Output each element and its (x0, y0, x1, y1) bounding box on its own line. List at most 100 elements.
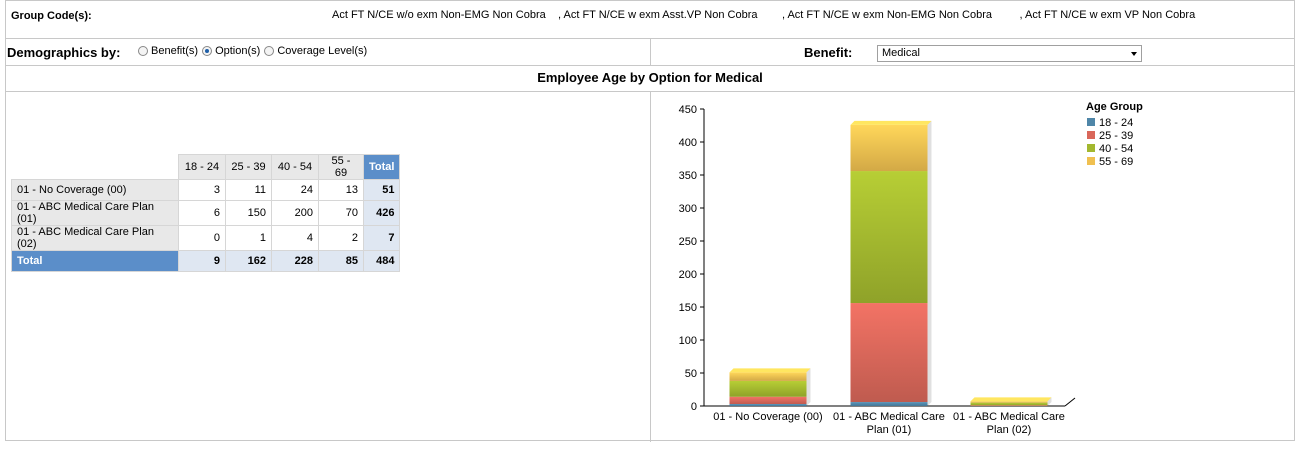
radio-coverage-levels-label: Coverage Level(s) (277, 45, 368, 57)
y-tick-label: 300 (679, 203, 697, 215)
bar-side (806, 368, 811, 406)
y-tick-label: 150 (679, 302, 697, 314)
y-tick-label: 0 (691, 401, 697, 413)
report-body: 18 - 24 25 - 39 40 - 54 55 - 69 Total 01… (6, 92, 1294, 442)
bar-segment (850, 303, 928, 403)
table-cell: 4 (271, 225, 319, 251)
bar-top (729, 368, 811, 373)
group-code-value: , Act FT N/CE w exm Non-EMG Non Cobra (781, 9, 993, 21)
group-codes-values: Act FT N/CE w/o exm Non-EMG Non Cobra , … (332, 9, 1195, 21)
stacked-bar-chart: 0 50 100 150 200 250 300 350 400 450 01 - No Cover… (679, 101, 1143, 436)
group-code-value: Act FT N/CE w/o exm Non-EMG Non Cobra (332, 9, 546, 21)
table-cell-total: 51 (362, 179, 401, 201)
table-cell-total: 162 (225, 250, 272, 272)
report-frame: Group Code(s): Act FT N/CE w/o exm Non-E… (5, 0, 1295, 442)
benefit-select[interactable]: Medical (877, 45, 1142, 62)
table-cell-total: 7 (362, 225, 401, 251)
benefit-selected-value: Medical (882, 47, 920, 59)
y-tick-label: 50 (685, 368, 697, 380)
bar-segment (970, 405, 1048, 406)
legend-swatch (1087, 131, 1095, 139)
table-corner (11, 154, 179, 180)
bar-side (1047, 397, 1052, 406)
bar-segment (729, 396, 807, 405)
y-tick-label: 450 (679, 104, 697, 116)
demographics-panel: Demographics by: Benefit(s) Option(s) Co… (6, 39, 651, 65)
bar-segment (850, 402, 928, 406)
table-cell-total: 9 (178, 250, 226, 272)
bar-top (970, 397, 1052, 402)
radio-benefits[interactable] (138, 46, 148, 56)
benefit-label: Benefit: (804, 45, 853, 60)
radio-option-coverage-levels[interactable]: Coverage Level(s) (264, 45, 367, 57)
legend-label: 18 - 24 (1099, 117, 1133, 129)
table-cell: 70 (318, 200, 364, 226)
column-header: 25 - 39 (225, 154, 272, 180)
radio-option-benefits[interactable]: Benefit(s) (138, 45, 198, 57)
chevron-down-icon[interactable] (1131, 52, 1137, 56)
row-label: 01 - No Coverage (00) (11, 179, 179, 201)
table-cell: 11 (225, 179, 272, 201)
table-header-row: 18 - 24 25 - 39 40 - 54 55 - 69 Total (11, 154, 401, 180)
legend-title: Age Group (1086, 101, 1143, 113)
legend-swatch (1087, 144, 1095, 152)
column-header: 55 - 69 (318, 154, 364, 180)
table-cell: 6 (178, 200, 226, 226)
table-row: 01 - No Coverage (00) 3 11 24 13 51 (11, 179, 401, 201)
x-tick-label: 01 - ABC Medical Care (953, 411, 1065, 423)
y-tick-label: 350 (679, 170, 697, 182)
table-total-row: Total 9 162 228 85 484 (11, 250, 401, 272)
group-code-value: , Act FT N/CE w exm Asst.VP Non Cobra (557, 9, 758, 21)
group-codes-label: Group Code(s): (11, 10, 92, 22)
total-row-label: Total (11, 250, 179, 272)
table-cell-total: 426 (362, 200, 401, 226)
table-cell: 3 (178, 179, 226, 201)
table-panel: 18 - 24 25 - 39 40 - 54 55 - 69 Total 01… (6, 92, 651, 442)
radio-coverage-levels[interactable] (264, 46, 275, 56)
bar-segment (970, 401, 1048, 403)
demographics-radio-group: Benefit(s) Option(s) Coverage Level(s) (138, 45, 371, 57)
x-tick-label: Plan (01) (867, 424, 912, 436)
group-code-value: , Act FT N/CE w exm VP Non Cobra (1019, 9, 1196, 21)
bar-segment (850, 171, 928, 304)
x-tick-label: 01 - ABC Medical Care (833, 411, 945, 423)
table-cell: 150 (225, 200, 272, 226)
column-header-total: Total (362, 154, 401, 180)
y-tick-label: 400 (679, 137, 697, 149)
radio-options[interactable] (202, 46, 213, 56)
bar-segment (970, 402, 1048, 406)
legend-swatch (1087, 118, 1095, 126)
table-cell: 0 (178, 225, 226, 251)
table-cell: 24 (271, 179, 319, 201)
y-tick-label: 250 (679, 236, 697, 248)
legend-swatch (1087, 157, 1095, 165)
table-row: 01 - ABC Medical Care Plan (01) 6 150 20… (11, 200, 401, 226)
x-tick-label: Plan (02) (987, 424, 1032, 436)
age-option-table: 18 - 24 25 - 39 40 - 54 55 - 69 Total 01… (11, 154, 401, 272)
table-row: 01 - ABC Medical Care Plan (02) 0 1 4 2 … (11, 225, 401, 251)
bar-segment (729, 372, 807, 381)
column-header: 40 - 54 (271, 154, 319, 180)
table-cell-total: 85 (318, 250, 364, 272)
bar-segment (729, 404, 807, 406)
row-label: 01 - ABC Medical Care Plan (01) (11, 200, 179, 226)
demographics-label: Demographics by: (7, 45, 121, 60)
row-label: 01 - ABC Medical Care Plan (02) (11, 225, 179, 251)
table-cell-grand-total: 484 (362, 250, 401, 272)
table-cell: 2 (318, 225, 364, 251)
column-header: 18 - 24 (178, 154, 226, 180)
table-cell-total: 228 (271, 250, 319, 272)
y-tick-label: 200 (679, 269, 697, 281)
legend-label: 55 - 69 (1099, 156, 1133, 168)
radio-option-options[interactable]: Option(s) (202, 45, 260, 57)
bar-top (850, 120, 932, 125)
table-cell: 1 (225, 225, 272, 251)
y-tick-label: 100 (679, 335, 697, 347)
radio-benefits-label: Benefit(s) (151, 45, 199, 57)
bar-segment (729, 380, 807, 397)
x-tick-label: 01 - No Coverage (00) (713, 411, 822, 423)
legend-label: 40 - 54 (1099, 143, 1133, 155)
demographics-row: Demographics by: Benefit(s) Option(s) Co… (6, 39, 1294, 66)
bar-side (927, 120, 932, 406)
group-codes-row: Group Code(s): Act FT N/CE w/o exm Non-E… (6, 1, 1294, 39)
